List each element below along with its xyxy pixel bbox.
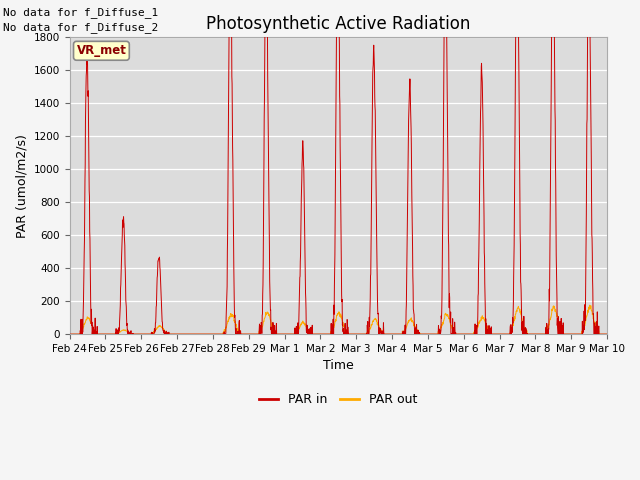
X-axis label: Time: Time — [323, 360, 354, 372]
Legend: PAR in, PAR out: PAR in, PAR out — [254, 388, 422, 411]
Text: No data for f_Diffuse_1: No data for f_Diffuse_1 — [3, 7, 159, 18]
Y-axis label: PAR (umol/m2/s): PAR (umol/m2/s) — [15, 134, 28, 238]
Text: No data for f_Diffuse_2: No data for f_Diffuse_2 — [3, 22, 159, 33]
Title: Photosynthetic Active Radiation: Photosynthetic Active Radiation — [206, 15, 470, 33]
Text: VR_met: VR_met — [76, 44, 126, 57]
